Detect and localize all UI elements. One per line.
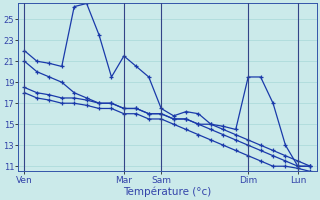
X-axis label: Température (°c): Température (°c)	[123, 186, 212, 197]
